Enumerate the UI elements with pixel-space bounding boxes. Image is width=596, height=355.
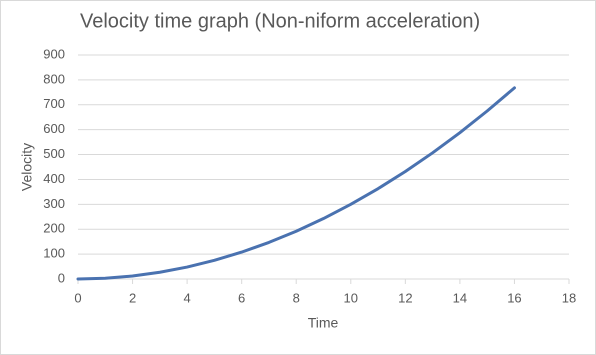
- y-tick-label: 0: [58, 270, 65, 285]
- x-tick-label: 8: [293, 290, 300, 305]
- x-tick-label: 2: [129, 290, 136, 305]
- y-tick-label: 700: [43, 96, 65, 111]
- y-tick-label: 900: [43, 46, 65, 61]
- y-tick-label: 200: [43, 221, 65, 236]
- x-tick-label: 18: [562, 290, 576, 305]
- x-tick-label: 4: [183, 290, 190, 305]
- y-axis-label: Velocity: [19, 143, 35, 191]
- y-tick-label: 400: [43, 171, 65, 186]
- x-axis-label: Time: [308, 315, 339, 331]
- y-tick-label: 600: [43, 121, 65, 136]
- x-tick-label: 16: [507, 290, 521, 305]
- y-tick-label: 800: [43, 71, 65, 86]
- chart-title: Velocity time graph (Non-niform accelera…: [80, 10, 480, 32]
- x-tick-label: 10: [344, 290, 358, 305]
- y-tick-label: 500: [43, 146, 65, 161]
- x-tick-label: 0: [74, 290, 81, 305]
- x-tick-label: 6: [238, 290, 245, 305]
- data-line: [76, 86, 516, 281]
- x-tick-label: 12: [398, 290, 412, 305]
- y-tick-label: 300: [43, 196, 65, 211]
- y-tick-label: 100: [43, 246, 65, 261]
- x-tick-label: 14: [453, 290, 467, 305]
